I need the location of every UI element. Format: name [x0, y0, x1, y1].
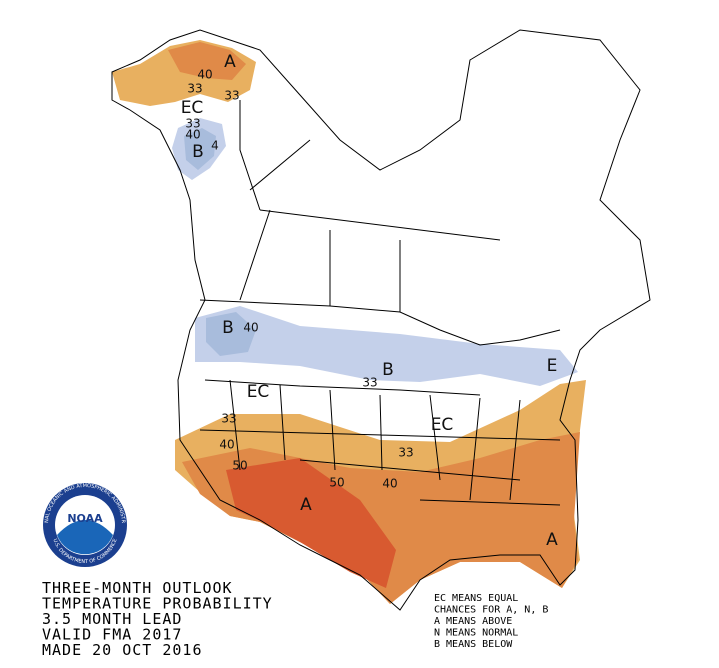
map-label: 50 [232, 459, 247, 473]
map-label: E [547, 356, 558, 376]
legend-line: N MEANS NORMAL [434, 628, 518, 639]
map-label: B [382, 360, 394, 380]
below-40-conus [206, 312, 256, 356]
map-label: 33 [221, 412, 236, 426]
below-40-alaska [184, 128, 216, 170]
map-label: 40 [243, 321, 258, 335]
map-label: 33 [187, 82, 202, 96]
legend-line: EC MEANS EQUAL [434, 593, 518, 604]
caption-line: MADE 20 OCT 2016 [42, 641, 203, 659]
map-label: 33 [362, 376, 377, 390]
caption-line: 3.5 MONTH LEAD [42, 610, 182, 628]
caption-line: TEMPERATURE PROBABILITY [42, 595, 273, 613]
below-33-conus [195, 306, 578, 386]
map-label: A [300, 495, 312, 515]
caption-line: VALID FMA 2017 [42, 626, 182, 644]
map-label: 50 [329, 476, 344, 490]
map-label: B [192, 142, 204, 162]
map-label: 4 [211, 139, 219, 153]
map-label: A [546, 530, 558, 550]
state-lines [199, 379, 561, 506]
logo-wave [57, 520, 113, 555]
map-label: EC [247, 382, 270, 402]
map-label: EC [431, 415, 454, 435]
map-label: 33 [224, 89, 239, 103]
legend-line: A MEANS ABOVE [434, 616, 512, 627]
map-label: A [224, 52, 236, 72]
above-50-conus [226, 458, 396, 588]
caption-line: THREE-MONTH OUTLOOK [42, 579, 233, 597]
map-label: 33 [185, 117, 200, 131]
map-label: 40 [185, 128, 200, 142]
map-label: 33 [398, 446, 413, 460]
map-label: 40 [219, 438, 234, 452]
map-label: 40 [382, 477, 397, 491]
map-label: B [222, 318, 234, 338]
province-lines [239, 139, 501, 312]
map-label: 40 [197, 68, 212, 82]
coastline [111, 29, 651, 611]
above-40-alaska [168, 42, 246, 80]
legend-line: CHANCES FOR A, N, B [434, 605, 548, 616]
logo-name: NOAA [67, 512, 103, 525]
map-label: EC [181, 98, 204, 118]
legend-line: B MEANS BELOW [434, 639, 513, 650]
